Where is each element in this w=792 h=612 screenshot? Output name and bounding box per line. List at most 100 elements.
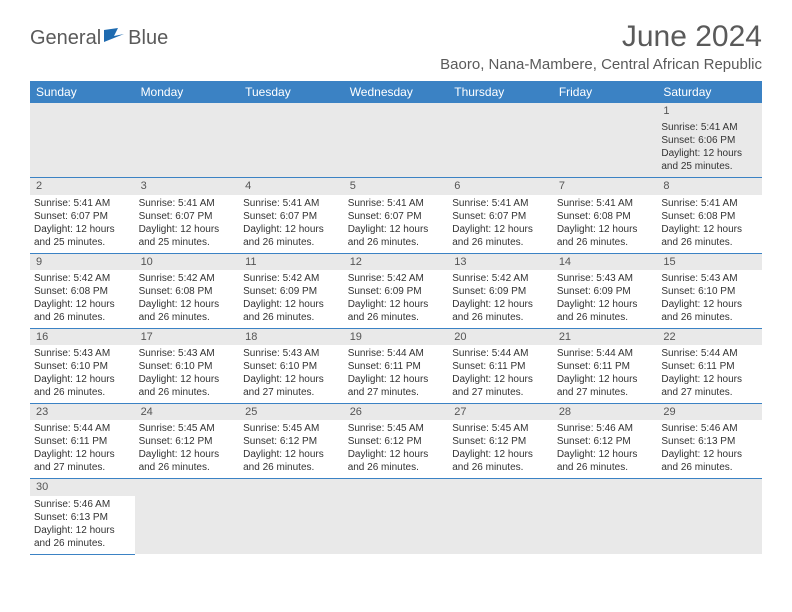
daylight-line: Daylight: 12 hours and 26 minutes. [348, 223, 445, 249]
calendar-day: 15Sunrise: 5:43 AMSunset: 6:10 PMDayligh… [657, 253, 762, 328]
day-number: 23 [32, 406, 48, 418]
sunset-line: Sunset: 6:10 PM [34, 360, 131, 373]
sunset-line: Sunset: 6:13 PM [34, 511, 131, 524]
calendar-blank [239, 479, 344, 554]
day-number: 29 [659, 406, 675, 418]
calendar-day: 26 Sunrise: 5:45 AMSunset: 6:12 PMDayligh… [344, 404, 449, 479]
logo-text-blue: Blue [128, 27, 168, 50]
sunset-line: Sunset: 6:12 PM [557, 435, 654, 448]
sunset-line: Sunset: 6:07 PM [348, 210, 445, 223]
sunrise-line: Sunrise: 5:45 AM [243, 422, 340, 435]
sunrise-line: Sunrise: 5:45 AM [139, 422, 236, 435]
daylight-line: Daylight: 12 hours and 25 minutes. [34, 223, 131, 249]
calendar-blank [657, 479, 762, 554]
calendar-week: 2Sunrise: 5:41 AMSunset: 6:07 PMDaylight… [30, 178, 762, 253]
sunset-line: Sunset: 6:07 PM [139, 210, 236, 223]
daylight-line: Daylight: 12 hours and 26 minutes. [139, 298, 236, 324]
calendar-day: 6Sunrise: 5:41 AMSunset: 6:07 PMDaylight… [448, 178, 553, 253]
calendar-blank [448, 103, 553, 178]
day-number: 26 [346, 406, 362, 418]
sunset-line: Sunset: 6:12 PM [348, 435, 445, 448]
flag-icon [104, 26, 130, 51]
sunset-line: Sunset: 6:09 PM [243, 285, 340, 298]
calendar-day: 5Sunrise: 5:41 AMSunset: 6:07 PMDaylight… [344, 178, 449, 253]
sunset-line: Sunset: 6:13 PM [661, 435, 758, 448]
calendar-blank [448, 479, 553, 554]
sunset-line: Sunset: 6:08 PM [661, 210, 758, 223]
calendar-week: 30Sunrise: 5:46 AMSunset: 6:13 PMDayligh… [30, 479, 762, 554]
sunset-line: Sunset: 6:07 PM [452, 210, 549, 223]
day-number: 16 [32, 331, 48, 343]
calendar-blank [344, 479, 449, 554]
day-header: Sunday [30, 81, 135, 103]
day-number: 19 [346, 331, 362, 343]
daylight-line: Daylight: 12 hours and 27 minutes. [243, 373, 340, 399]
day-number: 6 [450, 180, 460, 192]
sunset-line: Sunset: 6:11 PM [348, 360, 445, 373]
day-number: 3 [137, 180, 147, 192]
calendar-blank [135, 103, 240, 178]
calendar-blank [135, 479, 240, 554]
sunset-line: Sunset: 6:12 PM [243, 435, 340, 448]
daylight-line: Daylight: 12 hours and 25 minutes. [139, 223, 236, 249]
day-header: Saturday [657, 81, 762, 103]
day-number: 27 [450, 406, 466, 418]
sunset-line: Sunset: 6:12 PM [452, 435, 549, 448]
day-number: 20 [450, 331, 466, 343]
calendar-day: 29 Sunrise: 5:46 AMSunset: 6:13 PMDayligh… [657, 404, 762, 479]
calendar-week: 1Sunrise: 5:41 AMSunset: 6:06 PMDaylight… [30, 103, 762, 178]
calendar-blank [553, 103, 658, 178]
sunrise-line: Sunrise: 5:45 AM [348, 422, 445, 435]
sunrise-line: Sunrise: 5:43 AM [243, 347, 340, 360]
sunrise-line: Sunrise: 5:42 AM [348, 272, 445, 285]
sunrise-line: Sunrise: 5:41 AM [243, 197, 340, 210]
day-number: 24 [137, 406, 153, 418]
calendar-blank [553, 479, 658, 554]
logo-text-general: General [30, 27, 101, 50]
daylight-line: Daylight: 12 hours and 27 minutes. [452, 373, 549, 399]
sunset-line: Sunset: 6:08 PM [557, 210, 654, 223]
daylight-line: Daylight: 12 hours and 26 minutes. [661, 448, 758, 474]
daylight-line: Daylight: 12 hours and 26 minutes. [348, 448, 445, 474]
calendar-day: 17Sunrise: 5:43 AMSunset: 6:10 PMDayligh… [135, 328, 240, 403]
sunrise-line: Sunrise: 5:44 AM [661, 347, 758, 360]
day-number: 30 [32, 481, 48, 493]
calendar-day: 9Sunrise: 5:42 AMSunset: 6:08 PMDaylight… [30, 253, 135, 328]
calendar-day: 28Sunrise: 5:46 AMSunset: 6:12 PMDayligh… [553, 404, 658, 479]
day-number: 10 [137, 256, 153, 268]
sunset-line: Sunset: 6:08 PM [139, 285, 236, 298]
calendar-day: 4Sunrise: 5:41 AMSunset: 6:07 PMDaylight… [239, 178, 344, 253]
sunset-line: Sunset: 6:06 PM [661, 134, 758, 147]
daylight-line: Daylight: 12 hours and 26 minutes. [243, 223, 340, 249]
sunset-line: Sunset: 6:08 PM [34, 285, 131, 298]
calendar-body: 1 Sunrise: 5:41 AM Sunset: 6:06 PM Daylight… [30, 103, 762, 554]
calendar-week: 9Sunrise: 5:42 AMSunset: 6:08 PMDaylight… [30, 253, 762, 328]
sunrise-line: Sunrise: 5:43 AM [661, 272, 758, 285]
daylight-line: Daylight: 12 hours and 26 minutes. [452, 298, 549, 324]
calendar-day: 23Sunrise: 5:44 AMSunset: 6:11 PMDayligh… [30, 404, 135, 479]
daylight-line: Daylight: 12 hours and 26 minutes. [452, 448, 549, 474]
daylight-line: Daylight: 12 hours and 26 minutes. [34, 524, 131, 550]
sunset-line: Sunset: 6:09 PM [452, 285, 549, 298]
location-subtitle: Baoro, Nana-Mambere, Central African Rep… [440, 56, 762, 73]
calendar-blank [30, 103, 135, 178]
day-number: 18 [241, 331, 257, 343]
sunset-line: Sunset: 6:11 PM [34, 435, 131, 448]
calendar-day: 8Sunrise: 5:41 AMSunset: 6:08 PMDaylight… [657, 178, 762, 253]
day-number: 12 [346, 256, 362, 268]
sunrise-line: Sunrise: 5:43 AM [139, 347, 236, 360]
calendar-day: 22Sunrise: 5:44 AMSunset: 6:11 PMDayligh… [657, 328, 762, 403]
calendar-day: 19Sunrise: 5:44 AMSunset: 6:11 PMDayligh… [344, 328, 449, 403]
sunset-line: Sunset: 6:07 PM [34, 210, 131, 223]
day-number: 14 [555, 256, 571, 268]
sunset-line: Sunset: 6:12 PM [139, 435, 236, 448]
header: General Blue June 2024 Baoro, Nana-Mambe… [30, 20, 762, 73]
sunset-line: Sunset: 6:11 PM [557, 360, 654, 373]
sunset-line: Sunset: 6:09 PM [557, 285, 654, 298]
calendar-day: 1Sunrise: 5:41 AMSunset: 6:06 PMDaylight… [657, 103, 762, 178]
day-number: 1 [659, 105, 669, 117]
sunrise-line: Sunrise: 5:44 AM [452, 347, 549, 360]
calendar-day: 20Sunrise: 5:44 AMSunset: 6:11 PMDayligh… [448, 328, 553, 403]
sunrise-line: Sunrise: 5:41 AM [34, 197, 131, 210]
sunrise-line: Sunrise: 5:46 AM [661, 422, 758, 435]
